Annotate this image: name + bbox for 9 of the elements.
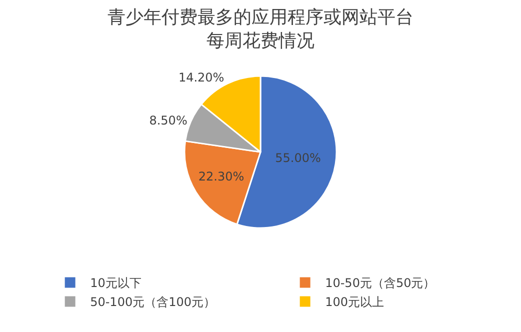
legend-label: 10元以下 — [90, 276, 142, 290]
legend-label: 50-100元（含100元） — [90, 295, 216, 310]
data-label: 8.50% — [149, 113, 188, 128]
legend-label: 10-50元（含50元） — [325, 276, 436, 290]
data-label: 55.00% — [275, 150, 321, 165]
data-label: 22.30% — [198, 169, 244, 184]
data-label: 14.20% — [178, 70, 224, 85]
chart-title: 青少年付费最多的应用程序或网站平台每周花费情况 — [108, 7, 414, 52]
legend-label: 100元以上 — [325, 295, 384, 310]
